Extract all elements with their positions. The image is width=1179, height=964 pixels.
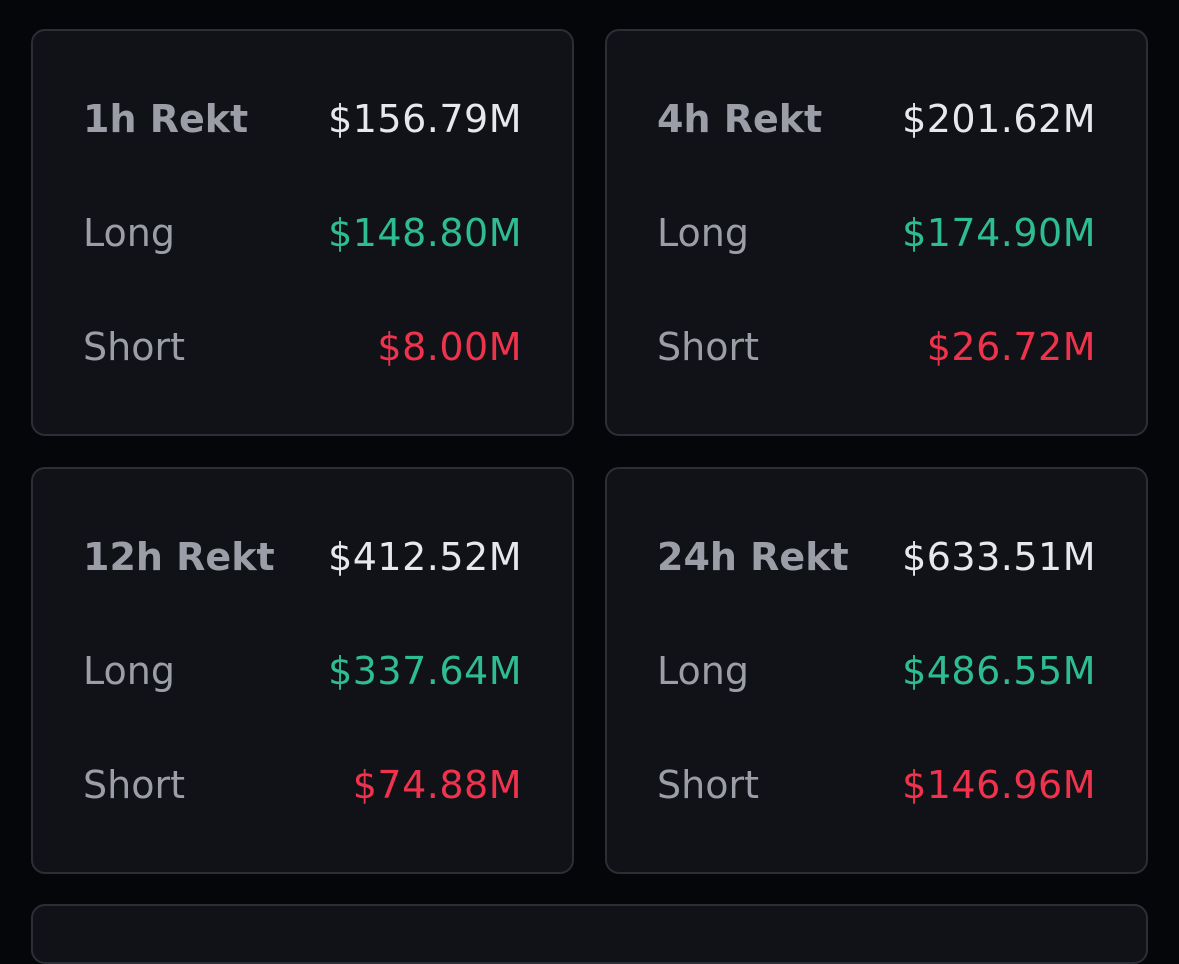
long-value: $148.80M bbox=[328, 210, 522, 255]
rekt-period-title: 12h Rekt bbox=[83, 534, 275, 579]
rekt-period-title: 24h Rekt bbox=[657, 534, 849, 579]
rekt-short-row: Short $8.00M bbox=[83, 290, 522, 404]
rekt-short-row: Short $74.88M bbox=[83, 728, 522, 842]
rekt-card-1h[interactable]: 1h Rekt $156.79M Long $148.80M Short $8.… bbox=[31, 29, 574, 436]
rekt-period-title: 1h Rekt bbox=[83, 96, 249, 141]
rekt-card-24h[interactable]: 24h Rekt $633.51M Long $486.55M Short $1… bbox=[605, 467, 1148, 874]
rekt-total-row: 4h Rekt $201.62M bbox=[657, 62, 1096, 176]
long-value: $337.64M bbox=[328, 648, 522, 693]
rekt-long-row: Long $148.80M bbox=[83, 176, 522, 290]
rekt-total-value: $633.51M bbox=[902, 534, 1096, 579]
short-value: $8.00M bbox=[377, 324, 522, 369]
long-label: Long bbox=[83, 210, 175, 255]
rekt-total-value: $412.52M bbox=[328, 534, 522, 579]
rekt-card-4h[interactable]: 4h Rekt $201.62M Long $174.90M Short $26… bbox=[605, 29, 1148, 436]
short-value: $74.88M bbox=[352, 762, 522, 807]
rekt-total-value: $156.79M bbox=[328, 96, 522, 141]
short-label: Short bbox=[657, 324, 759, 369]
rekt-total-row: 1h Rekt $156.79M bbox=[83, 62, 522, 176]
rekt-card-12h[interactable]: 12h Rekt $412.52M Long $337.64M Short $7… bbox=[31, 467, 574, 874]
short-value: $26.72M bbox=[926, 324, 1096, 369]
short-label: Short bbox=[83, 762, 185, 807]
rekt-short-row: Short $26.72M bbox=[657, 290, 1096, 404]
short-label: Short bbox=[83, 324, 185, 369]
long-value: $486.55M bbox=[902, 648, 1096, 693]
long-value: $174.90M bbox=[902, 210, 1096, 255]
long-label: Long bbox=[657, 210, 749, 255]
rekt-long-row: Long $337.64M bbox=[83, 614, 522, 728]
rekt-total-row: 24h Rekt $633.51M bbox=[657, 500, 1096, 614]
rekt-period-title: 4h Rekt bbox=[657, 96, 823, 141]
rekt-total-value: $201.62M bbox=[902, 96, 1096, 141]
short-value: $146.96M bbox=[902, 762, 1096, 807]
partial-card[interactable] bbox=[31, 904, 1148, 964]
rekt-short-row: Short $146.96M bbox=[657, 728, 1096, 842]
rekt-long-row: Long $486.55M bbox=[657, 614, 1096, 728]
long-label: Long bbox=[657, 648, 749, 693]
rekt-total-row: 12h Rekt $412.52M bbox=[83, 500, 522, 614]
rekt-long-row: Long $174.90M bbox=[657, 176, 1096, 290]
long-label: Long bbox=[83, 648, 175, 693]
short-label: Short bbox=[657, 762, 759, 807]
rekt-stats-grid: 1h Rekt $156.79M Long $148.80M Short $8.… bbox=[31, 29, 1148, 874]
